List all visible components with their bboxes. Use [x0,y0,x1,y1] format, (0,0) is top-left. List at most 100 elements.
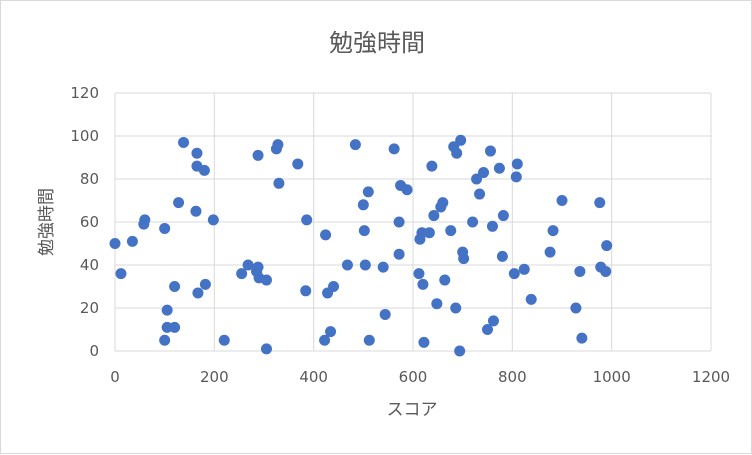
data-point [401,184,413,196]
data-point [115,268,127,280]
data-point [190,205,202,217]
x-tick-label: 400 [299,368,328,386]
data-point [362,186,374,198]
x-tick-label: 0 [110,368,120,386]
data-point [198,164,210,176]
data-point [570,302,582,314]
data-point [359,259,371,271]
data-point [393,248,405,260]
x-tick-label: 200 [200,368,229,386]
data-point [328,281,340,292]
data-point [426,160,438,172]
data-point [413,268,425,280]
data-point [437,197,449,209]
data-point [379,308,391,320]
y-axis-tick-labels: 0 20 40 60 80 100 120 [70,84,99,360]
data-point [486,220,498,232]
data-point [236,268,248,280]
data-point [454,345,466,357]
data-point [139,214,151,226]
data-point [428,210,440,222]
data-point [455,134,467,146]
data-point [482,324,493,335]
y-tick-label: 100 [70,127,99,145]
data-point [126,235,138,247]
x-axis-title: スコア [387,400,438,420]
data-point [574,265,586,277]
data-point [418,336,430,348]
data-points [109,134,613,357]
data-point [417,278,429,290]
data-point [169,321,181,333]
data-point [467,216,479,228]
x-tick-label: 600 [399,368,428,386]
data-point [173,197,185,209]
data-point [325,326,337,338]
data-point [159,334,171,346]
data-point [260,274,272,286]
y-tick-label: 20 [80,299,99,317]
data-point [272,139,284,151]
data-point [242,259,254,271]
data-point [458,253,470,265]
x-tick-label: 1200 [692,368,730,386]
data-point [508,268,520,280]
data-point [510,171,522,183]
data-point [260,343,272,355]
x-axis-tick-labels: 0 200 400 600 800 1000 1200 [110,368,730,386]
gridlines [114,92,712,352]
data-point [576,332,588,344]
data-point [511,158,523,170]
data-point [450,302,462,314]
data-point [478,167,490,179]
chart-title: 勉強時間 [329,29,425,57]
data-point [525,293,537,305]
data-point [341,259,353,271]
data-point [471,173,483,185]
data-point [423,227,435,239]
data-point [319,334,331,346]
data-point [178,136,190,148]
data-point [320,229,332,241]
data-point [161,304,173,316]
data-point [357,199,369,211]
data-point [497,210,509,222]
data-point [159,222,171,234]
data-point [388,143,400,155]
data-point [192,287,204,299]
data-point [218,334,230,346]
data-point [556,195,568,206]
y-tick-label: 120 [70,84,99,102]
x-tick-label: 800 [498,368,527,386]
data-point [474,188,486,200]
data-point [600,265,612,277]
data-point [544,246,556,258]
data-point [207,214,219,226]
data-point [496,250,508,262]
data-point [439,274,451,286]
data-point [199,278,211,290]
data-point [377,261,389,273]
data-point [349,139,361,151]
data-point [493,162,505,174]
data-point [518,263,530,275]
data-point [109,238,121,249]
data-point [431,298,443,310]
data-point [252,261,264,273]
y-tick-label: 0 [89,342,99,360]
data-point [301,214,313,226]
data-point [451,147,463,159]
data-point [363,334,375,346]
data-point [547,225,559,237]
data-point [252,149,264,161]
y-tick-label: 80 [80,170,99,188]
y-axis-title: 勉強時間 [37,188,57,256]
data-point [484,145,496,157]
data-point [445,225,457,237]
data-point [594,197,606,209]
x-tick-label: 1000 [593,368,631,386]
y-tick-label: 40 [80,256,99,274]
data-point [601,240,613,252]
